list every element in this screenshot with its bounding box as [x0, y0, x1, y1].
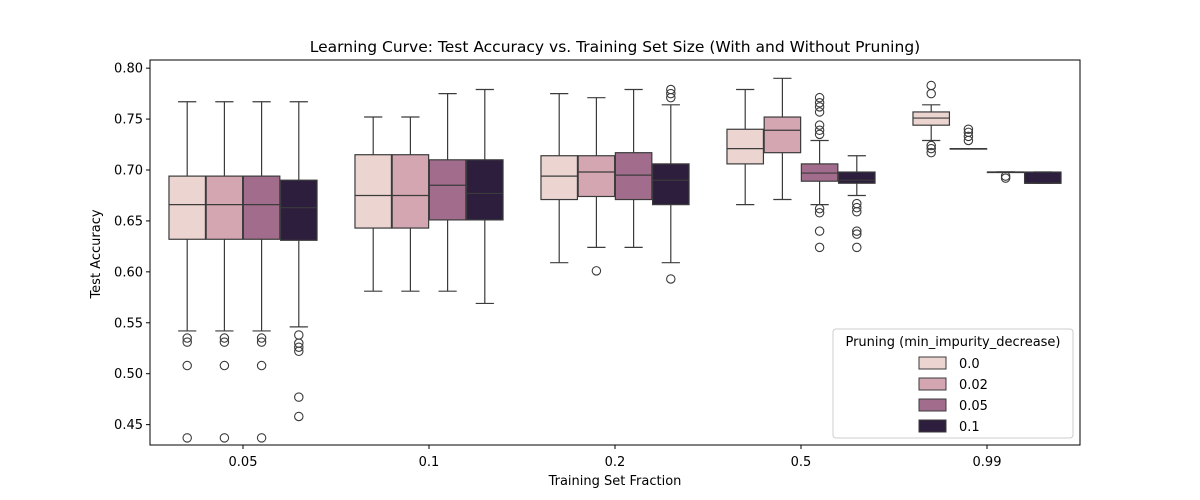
box-0.1-0.5	[837, 171, 876, 184]
outlier-point	[294, 330, 304, 340]
y-tick-label: 0.70	[114, 164, 143, 179]
x-tick-label: 0.5	[791, 455, 812, 470]
box-0.1-0.1	[465, 159, 504, 221]
outlier-point	[926, 80, 936, 91]
outlier-point	[219, 333, 230, 343]
box-0.02-0.05	[205, 175, 244, 240]
y-tick-label: 0.55	[114, 316, 143, 331]
outlier-point	[182, 360, 192, 371]
outlier-point	[814, 102, 825, 112]
outlier-point	[219, 360, 230, 371]
legend: Pruning (min_impurity_decrease) 0.0 0.02 0.…	[832, 328, 1074, 439]
outlier-point	[852, 202, 862, 213]
y-axis-label: Test Accuracy	[89, 209, 104, 299]
outlier-point	[182, 337, 192, 347]
box-0.05-0.2	[614, 152, 653, 201]
legend-swatch	[918, 419, 947, 433]
box-0.02-0.5	[763, 116, 802, 154]
y-tick-label: 0.75	[114, 113, 143, 128]
outlier-point	[182, 333, 192, 343]
outlier-point	[852, 242, 862, 253]
outlier-point	[294, 411, 304, 422]
x-tick-label: 0.99	[973, 455, 1002, 470]
outlier-point	[814, 98, 825, 108]
box-0.05-0.05	[242, 175, 281, 240]
box-0.05-0.1	[428, 159, 467, 221]
outlier-point	[926, 88, 936, 99]
legend-swatch	[918, 377, 947, 391]
x-tick-label: 0.2	[605, 455, 626, 470]
legend-label: 0.02	[959, 378, 988, 393]
outlier-point	[219, 433, 230, 443]
outlier-point	[814, 242, 825, 253]
box-0.0-0.5	[726, 128, 765, 165]
legend-box	[832, 328, 1074, 439]
y-tick-label: 0.50	[114, 367, 143, 382]
outlier-point	[666, 92, 676, 103]
outlier-point	[666, 274, 676, 284]
outlier-point	[963, 131, 974, 142]
outlier-point	[1000, 171, 1011, 181]
y-tick-label: 0.80	[114, 62, 143, 77]
legend-label: 0.0	[959, 357, 980, 372]
legend-swatch	[918, 356, 947, 370]
outlier-point	[256, 333, 267, 343]
outlier-point	[926, 143, 936, 154]
y-tick-label: 0.60	[114, 265, 143, 280]
box-0.0-0.1	[354, 154, 393, 229]
outlier-point	[926, 147, 936, 158]
outlier-point	[294, 342, 304, 352]
box-0.02-0.2	[577, 155, 616, 198]
outlier-point	[814, 125, 825, 136]
outlier-point	[814, 226, 825, 236]
outlier-point	[814, 203, 825, 214]
y-tick-label: 0.45	[114, 418, 143, 433]
outlier-point	[814, 92, 825, 103]
outlier-point	[852, 229, 862, 239]
outlier-point	[294, 346, 304, 357]
legend-title: Pruning (min_impurity_decrease)	[845, 335, 1060, 350]
box-0.0-0.05	[168, 175, 207, 240]
box-0.1-0.99	[1023, 171, 1062, 184]
outlier-point	[814, 120, 825, 130]
outlier-point	[256, 337, 267, 347]
legend-label: 0.1	[959, 420, 980, 435]
outlier-point	[814, 107, 825, 117]
box-0.1-0.05	[279, 179, 318, 241]
outlier-point	[814, 129, 825, 140]
outlier-point	[963, 135, 974, 146]
box-0.1-0.2	[651, 163, 690, 206]
outlier-point	[926, 140, 936, 151]
legend-label: 0.05	[959, 399, 988, 414]
x-tick-label: 0.1	[419, 455, 440, 470]
outlier-point	[591, 266, 602, 276]
outlier-point	[294, 392, 304, 402]
outlier-point	[852, 207, 862, 217]
outlier-point	[219, 337, 230, 347]
outlier-point	[256, 433, 267, 443]
outlier-point	[814, 208, 825, 218]
outlier-point	[182, 433, 192, 443]
outlier-point	[963, 124, 974, 135]
outlier-point	[852, 226, 862, 236]
outlier-point	[1000, 173, 1011, 183]
plot-area: 0.45 0.50 0.55 0.60 0.65 0.70 0.75 0.80 0.05 0.1 0…	[114, 59, 1081, 470]
y-tick-label: 0.65	[114, 214, 143, 229]
x-tick-label: 0.05	[229, 455, 258, 470]
box-0.02-0.1	[391, 154, 430, 229]
legend-swatch	[918, 398, 947, 412]
box-0.0-0.2	[540, 155, 579, 201]
chart-title: Learning Curve: Test Accuracy vs. Traini…	[310, 38, 920, 56]
outlier-point	[666, 88, 676, 99]
outlier-point	[256, 360, 267, 371]
x-axis-label: Training Set Fraction	[548, 474, 682, 489]
